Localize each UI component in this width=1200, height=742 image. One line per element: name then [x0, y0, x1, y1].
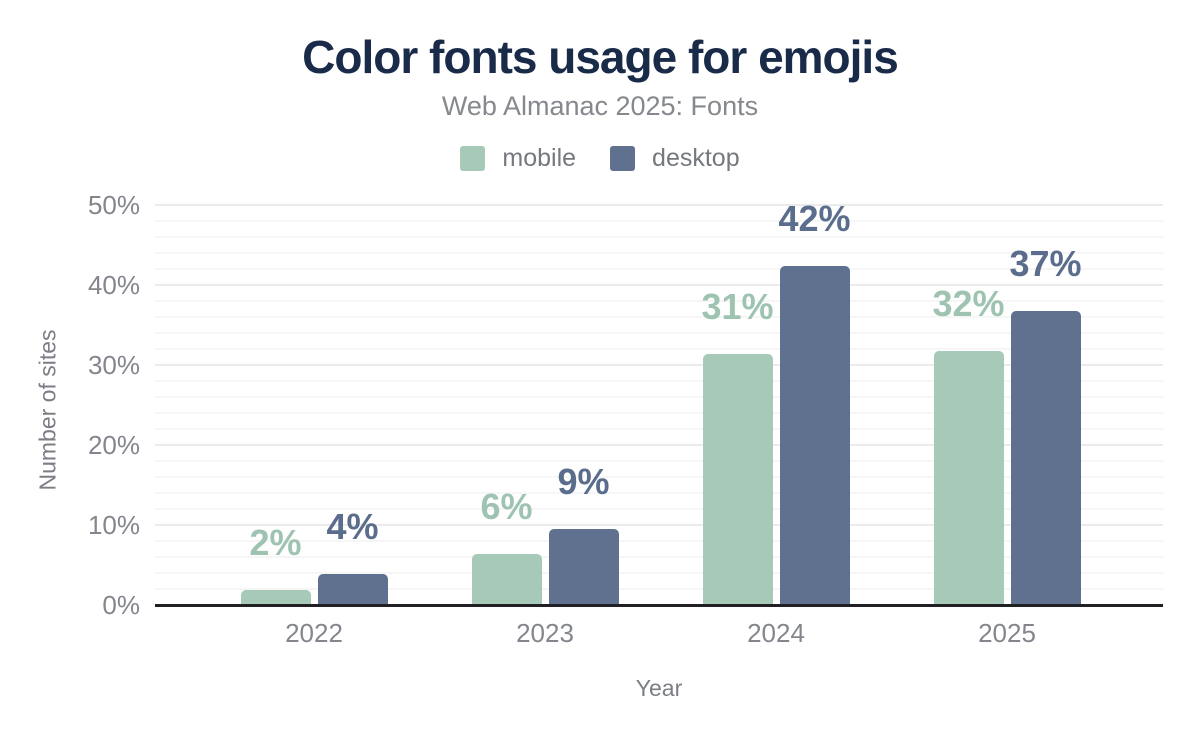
bar-desktop-2024[interactable] [779, 265, 850, 604]
x-axis-line [155, 604, 1163, 607]
bar-label-desktop-2023: 9% [557, 460, 610, 502]
minor-gridline-14pct [155, 492, 1163, 494]
minor-gridline-22pct [155, 428, 1163, 430]
minor-gridline-2pct [155, 588, 1163, 590]
y-tick-0pct: 0% [102, 590, 140, 620]
minor-gridline-42pct [155, 268, 1163, 270]
minor-gridline-48pct [155, 220, 1163, 222]
minor-gridline-36pct [155, 316, 1163, 318]
y-tick-10pct: 10% [87, 510, 140, 540]
y-tick-50pct: 50% [87, 190, 140, 220]
x-tick-2022: 2022 [285, 618, 343, 648]
y-tick-30pct: 30% [87, 350, 140, 380]
desktop-series-swatch-icon [610, 146, 636, 171]
minor-gridline-32pct [155, 348, 1163, 350]
minor-gridline-12pct [155, 508, 1163, 510]
minor-gridline-24pct [155, 412, 1163, 414]
major-gridline-30pct [155, 364, 1163, 366]
minor-gridline-34pct [155, 332, 1163, 334]
major-gridline-10pct [155, 524, 1163, 526]
minor-gridline-28pct [155, 380, 1163, 382]
legend: mobile desktop [0, 144, 1200, 173]
x-tick-2024: 2024 [747, 618, 805, 648]
bar-desktop-2022[interactable] [317, 574, 388, 604]
legend-label-desktop: desktop [652, 144, 740, 172]
minor-gridline-16pct [155, 476, 1163, 478]
y-tick-20pct: 20% [87, 430, 140, 460]
y-tick-40pct: 40% [87, 270, 140, 300]
legend-item-desktop[interactable]: desktop [610, 144, 740, 173]
minor-gridline-4pct [155, 572, 1163, 574]
minor-gridline-26pct [155, 396, 1163, 398]
x-tick-2025: 2025 [978, 618, 1036, 648]
chart-title: Color fonts usage for emojis [302, 31, 899, 83]
x-axis-title: Year [635, 675, 683, 701]
major-gridline-20pct [155, 444, 1163, 446]
plot-area: 0% 10% 20% 30% 40% 50% 2022 2023 2024 2025 2% 6% 31%… [88, 192, 1163, 648]
major-gridline-50pct [155, 204, 1163, 206]
minor-gridline-44pct [155, 252, 1163, 254]
bar-label-desktop-2024: 42% [778, 197, 851, 239]
bar-mobile-2025[interactable] [933, 351, 1004, 604]
bar-desktop-2025[interactable] [1010, 311, 1081, 604]
bar-mobile-2024[interactable] [702, 353, 773, 604]
bar-desktop-2023[interactable] [548, 528, 619, 604]
mobile-series-swatch-icon [460, 146, 486, 171]
minor-gridline-46pct [155, 236, 1163, 238]
y-axis-title: Number of sites [34, 329, 61, 491]
major-gridline-40pct [155, 284, 1163, 286]
minor-gridline-38pct [155, 300, 1163, 302]
x-tick-2023: 2023 [516, 618, 574, 648]
bar-mobile-2022[interactable] [240, 590, 311, 604]
legend-label-mobile: mobile [502, 144, 577, 172]
minor-gridline-8pct [155, 540, 1163, 542]
minor-gridline-18pct [155, 460, 1163, 462]
bar-mobile-2023[interactable] [471, 554, 542, 604]
minor-gridline-6pct [155, 556, 1163, 558]
legend-item-mobile[interactable]: mobile [460, 144, 576, 173]
chart-subtitle: Web Almanac 2025: Fonts [441, 91, 759, 121]
